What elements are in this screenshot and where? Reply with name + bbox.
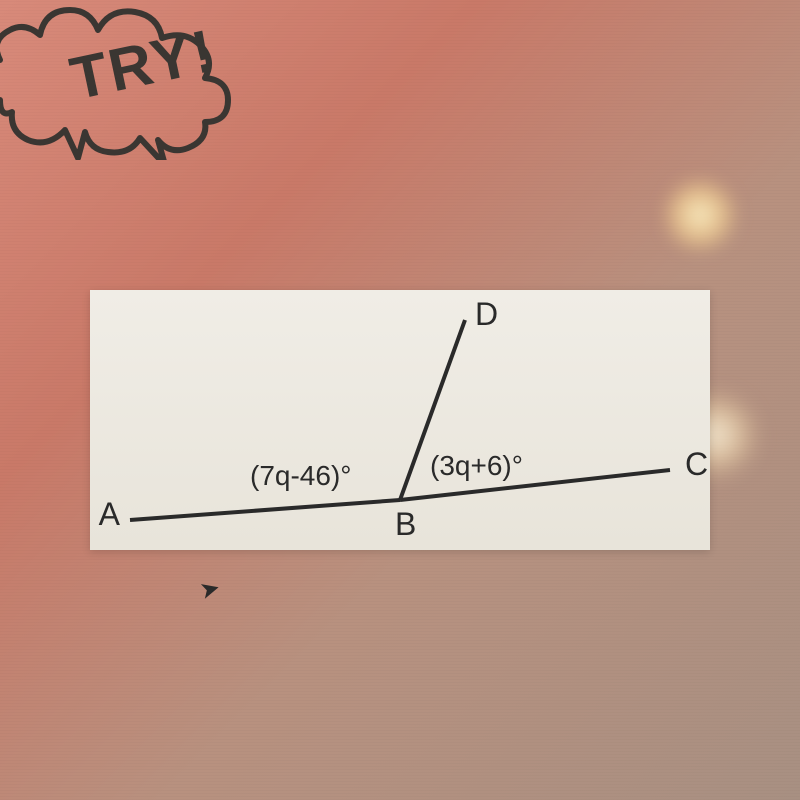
angle-abd-label: (7q-46)° xyxy=(250,460,351,491)
cursor-icon: ➤ xyxy=(197,573,224,606)
point-b-label: B xyxy=(395,506,416,542)
lens-glare xyxy=(660,175,740,255)
angle-dbc-label: (3q+6)° xyxy=(430,450,523,481)
geometry-diagram: (7q-46)° (3q+6)° A B C D xyxy=(90,290,710,550)
diagram-svg: (7q-46)° (3q+6)° A B C D xyxy=(90,290,710,550)
segment-ab xyxy=(130,500,400,520)
point-a-label: A xyxy=(99,496,121,532)
point-c-label: C xyxy=(685,446,708,482)
point-d-label: D xyxy=(475,296,498,332)
